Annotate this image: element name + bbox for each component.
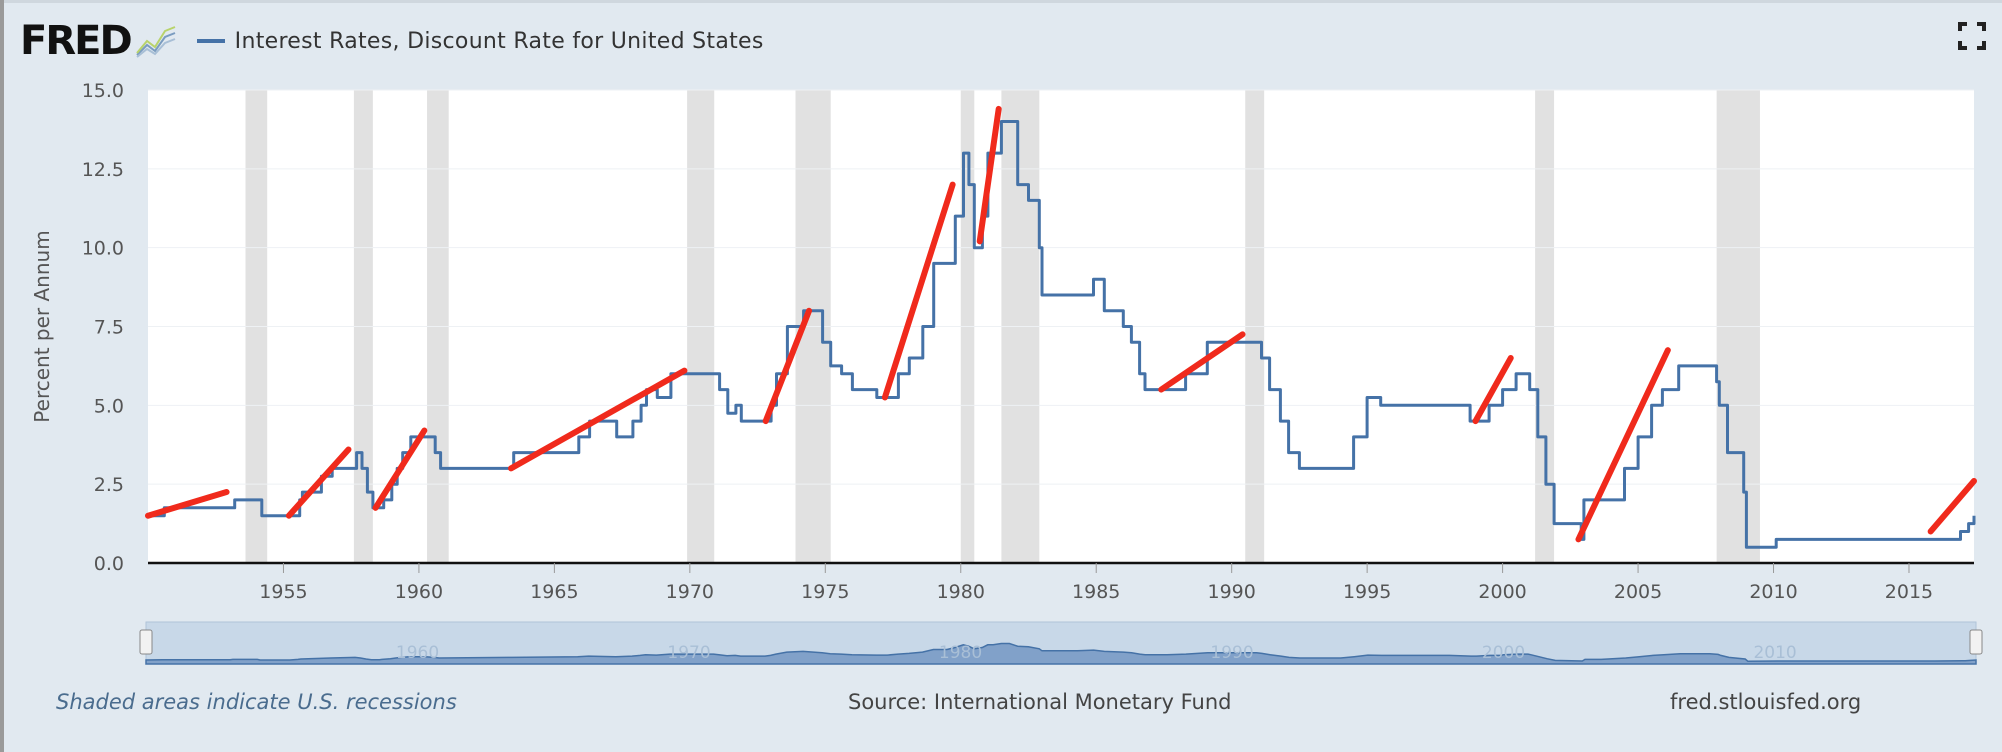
navigator-label: 1980 (939, 643, 982, 663)
x-tick-label: 2000 (1478, 581, 1526, 603)
legend-series-label[interactable]: Interest Rates, Discount Rate for United… (234, 28, 764, 54)
red-trend-annotation (976, 105, 1002, 245)
navigator-label: 2000 (1482, 643, 1525, 663)
x-tick-label: 1995 (1343, 581, 1391, 603)
x-tick-label: 2005 (1614, 581, 1662, 603)
navigator-right-handle[interactable] (1969, 629, 1983, 655)
x-tick-label: 2015 (1885, 581, 1933, 603)
red-trend-annotation (881, 181, 956, 401)
red-trend-annotation (508, 367, 688, 472)
red-trend-annotation (1927, 478, 1977, 535)
red-trend-annotation (285, 446, 352, 519)
y-tick-label: 10.0 (82, 238, 124, 260)
x-tick-label: 2010 (1749, 581, 1797, 603)
navigator-label: 2010 (1753, 643, 1796, 663)
red-trend-annotation (372, 427, 428, 511)
x-tick-label: 1980 (937, 581, 985, 603)
fred-logo[interactable]: FRED (20, 18, 133, 64)
y-tick-label: 15.0 (82, 80, 124, 102)
fred-chart-logo-icon (135, 26, 176, 58)
window-left-edge (0, 0, 4, 752)
navigator-label: 1970 (667, 643, 710, 663)
red-trend-annotation (1575, 347, 1671, 543)
fullscreen-icon[interactable] (1958, 22, 1986, 50)
navigator-left-handle[interactable] (139, 629, 153, 655)
x-tick-label: 1970 (666, 581, 714, 603)
y-tick-label: 2.5 (94, 474, 124, 496)
x-tick-label: 1975 (801, 581, 849, 603)
x-tick-label: 1955 (259, 581, 307, 603)
x-tick-label: 1960 (395, 581, 443, 603)
navigator-label: 1990 (1210, 643, 1253, 663)
x-tick-label: 1965 (530, 581, 578, 603)
y-tick-label: 0.0 (94, 553, 124, 575)
source-note: Source: International Monetary Fund (848, 690, 1232, 714)
y-tick-label: 7.5 (94, 317, 124, 339)
red-trend-annotation (145, 489, 230, 519)
chart-header: FRED Interest Rates, Discount Rate for U… (20, 16, 764, 66)
legend-swatch (196, 39, 225, 43)
navigator-label: 1960 (396, 643, 439, 663)
site-link[interactable]: fred.stlouisfed.org (1670, 690, 1862, 714)
recession-note: Shaded areas indicate U.S. recessions (56, 690, 457, 714)
window-top-edge (0, 0, 2002, 3)
y-tick-label: 12.5 (82, 159, 124, 181)
navigator-series (145, 642, 1977, 665)
y-tick-label: 5.0 (94, 395, 124, 417)
red-trend-annotation (762, 307, 813, 425)
y-axis-label: Percent per Annum (30, 230, 54, 422)
x-tick-label: 1985 (1072, 581, 1120, 603)
red-trend-annotation (1158, 331, 1246, 393)
x-tick-label: 1990 (1207, 581, 1255, 603)
red-trend-annotation (1472, 355, 1514, 425)
